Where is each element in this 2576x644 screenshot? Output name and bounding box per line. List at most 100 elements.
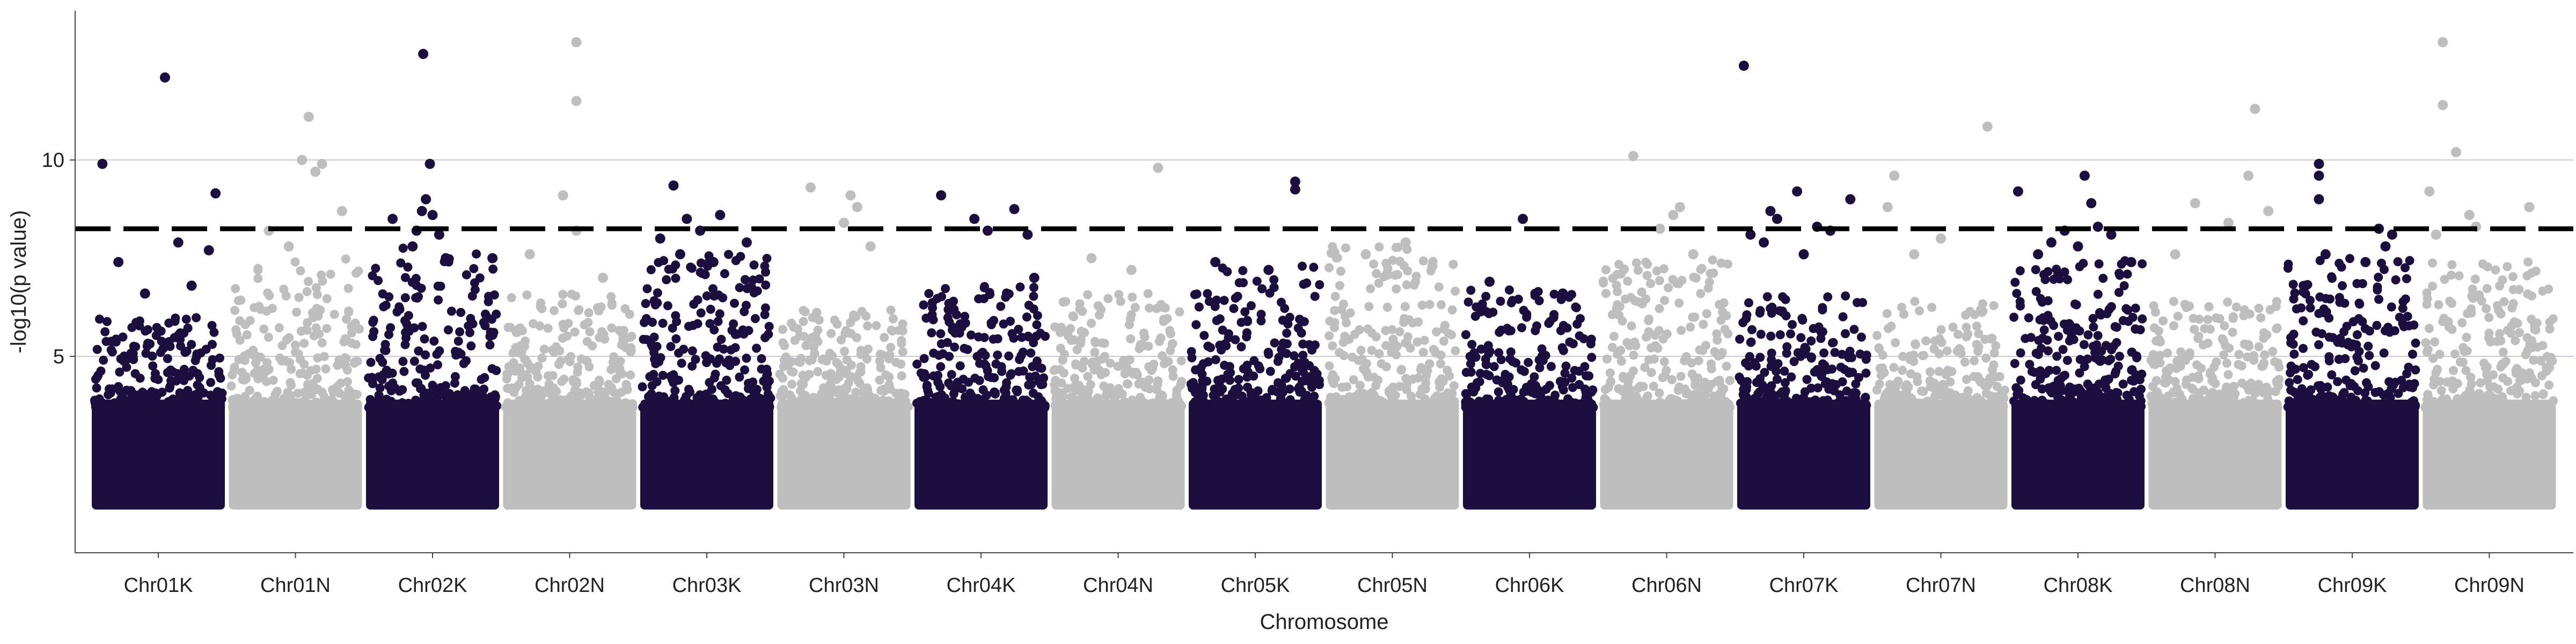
point-Chr07N [1889, 402, 1898, 412]
point-Chr06N [1686, 323, 1695, 332]
point-Chr09K [2379, 390, 2388, 400]
point-Chr06N [1627, 321, 1636, 331]
point-Chr09N [2447, 298, 2456, 308]
point-Chr05K [1198, 376, 1208, 385]
point-Chr01K [192, 313, 201, 323]
point-Chr05K [1312, 369, 1322, 379]
point-Chr09N [2435, 377, 2445, 386]
point-Chr01N [290, 340, 300, 350]
point-Chr03K [638, 402, 648, 412]
point-Chr08N [2203, 315, 2213, 324]
point-Chr06N [1646, 368, 1656, 377]
point-Chr06K [1523, 402, 1532, 412]
peak-point-Chr09K [2320, 249, 2331, 260]
point-Chr01N [322, 324, 332, 333]
point-Chr05N [1417, 301, 1427, 310]
point-Chr06N [1676, 371, 1686, 381]
point-Chr05K [1250, 399, 1260, 409]
point-Chr04N [1109, 401, 1118, 411]
point-Chr04K [1041, 332, 1050, 341]
point-Chr05N [1374, 242, 1384, 252]
point-Chr05N [1438, 377, 1448, 386]
point-Chr02N [502, 369, 512, 379]
point-Chr01N [339, 337, 349, 347]
peak-point-Chr01K [113, 257, 124, 267]
point-Chr05K [1192, 384, 1202, 393]
point-Chr03K [654, 391, 664, 401]
point-Chr03K [701, 394, 711, 404]
point-Chr01N [312, 374, 322, 383]
point-Chr07K [1858, 298, 1868, 308]
point-Chr03K [674, 348, 683, 358]
point-Chr04K [972, 352, 982, 361]
point-Chr05K [1197, 402, 1207, 412]
point-Chr05K [1253, 386, 1263, 396]
point-cloud-Chr06N [1600, 399, 1733, 510]
point-Chr08N [2223, 297, 2233, 307]
point-Chr03N [848, 402, 858, 412]
point-Chr01N [253, 274, 263, 283]
point-Chr06K [1567, 290, 1576, 299]
point-Chr02K [478, 390, 487, 399]
point-Chr07N [1953, 330, 1963, 339]
point-Chr02N [580, 320, 589, 330]
point-Chr03K [749, 260, 759, 270]
point-Chr04N [1057, 388, 1067, 398]
point-Chr01N [240, 392, 250, 401]
point-Chr09K [2286, 385, 2296, 395]
point-Chr05N [1336, 267, 1345, 276]
point-Chr08K [2063, 275, 2073, 284]
point-Chr03N [786, 402, 796, 412]
point-Chr02K [489, 290, 499, 300]
point-Chr09K [2285, 378, 2294, 387]
point-Chr07K [1818, 305, 1827, 314]
point-Chr04N [1140, 332, 1150, 342]
point-Chr01K [187, 340, 196, 349]
point-Chr08K [2009, 396, 2018, 406]
point-Chr02N [566, 352, 576, 361]
point-Chr08N [2224, 343, 2234, 353]
point-Chr07K [1786, 329, 1795, 339]
point-Chr03N [872, 321, 881, 331]
point-Chr04K [1024, 380, 1034, 390]
point-Chr02N [595, 376, 604, 385]
point-Chr06K [1466, 286, 1476, 295]
point-Chr06N [1708, 400, 1718, 409]
point-Chr01N [312, 290, 322, 299]
point-Chr04K [979, 294, 989, 303]
point-Chr05K [1274, 353, 1284, 362]
point-Chr09K [2340, 298, 2350, 308]
point-Chr08N [2150, 390, 2160, 400]
point-Chr04N [1158, 391, 1167, 401]
point-Chr04N [1071, 386, 1080, 396]
point-Chr06N [1655, 304, 1664, 313]
point-Chr09K [2355, 402, 2365, 412]
point-Chr05N [1432, 327, 1441, 336]
point-Chr06K [1488, 308, 1498, 317]
point-Chr06N [1613, 349, 1622, 359]
x-tick-label: Chr01K [124, 574, 193, 597]
point-Chr02N [525, 379, 535, 389]
point-Chr06K [1467, 340, 1477, 349]
point-Chr06N [1650, 402, 1659, 412]
point-Chr04N [1078, 306, 1087, 316]
point-Chr03K [731, 256, 741, 266]
point-Chr09N [2545, 363, 2555, 372]
point-Chr09K [2350, 397, 2359, 406]
point-Chr05K [1231, 335, 1240, 345]
peak-point-Chr01K [210, 188, 221, 199]
point-Chr07N [1919, 386, 1928, 396]
point-Chr04K [985, 288, 994, 297]
point-Chr09K [2399, 382, 2409, 392]
point-Chr09N [2529, 355, 2538, 365]
point-Chr04N [1114, 384, 1124, 393]
point-Chr01N [304, 277, 313, 287]
point-Chr09N [2511, 401, 2520, 410]
point-Chr08N [2193, 334, 2203, 343]
point-Chr05K [1203, 341, 1213, 351]
point-Chr08N [2172, 356, 2182, 366]
point-Chr05N [1378, 399, 1387, 408]
point-Chr07N [1976, 377, 1986, 387]
point-Chr03K [715, 309, 724, 319]
point-Chr07K [1782, 348, 1791, 358]
